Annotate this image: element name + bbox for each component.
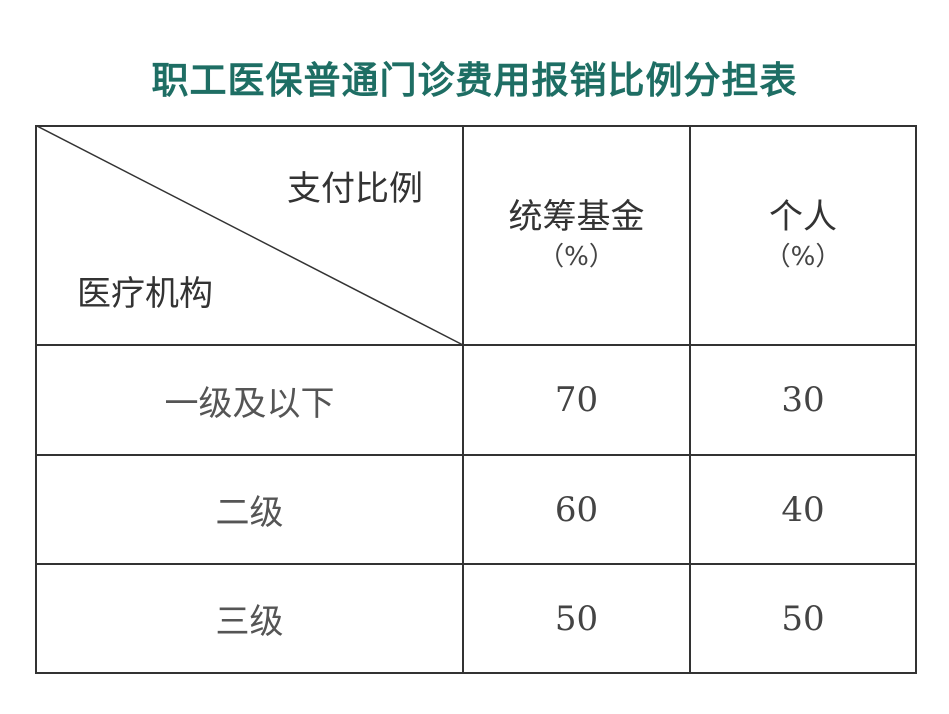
row-institution: 三级 bbox=[215, 602, 284, 642]
table-divider bbox=[35, 563, 916, 565]
row-fund: 50 bbox=[554, 598, 599, 639]
row-fund: 70 bbox=[554, 380, 599, 420]
header-personal-label: 个人 bbox=[769, 196, 837, 237]
row-personal: 40 bbox=[781, 489, 825, 530]
reimbursement-table: 支付比例 医疗机构 统筹基金 （%） 个人 （%） 一级及以下 70 30 二级… bbox=[35, 125, 917, 674]
corner-top-label: 支付比例 bbox=[287, 168, 423, 209]
table-divider bbox=[462, 125, 464, 674]
row-institution: 二级 bbox=[215, 493, 284, 533]
header-fund-unit: （%） bbox=[538, 242, 615, 273]
row-personal: 50 bbox=[781, 598, 825, 639]
header-personal: 个人 （%） bbox=[691, 185, 915, 285]
page-title: 职工医保普通门诊费用报销比例分担表 bbox=[151, 59, 798, 102]
corner-diagonal bbox=[35, 125, 464, 346]
header-fund-label: 统筹基金 bbox=[508, 196, 645, 237]
table-border bbox=[35, 672, 916, 674]
table-border bbox=[915, 125, 917, 674]
corner-bottom-label: 医疗机构 bbox=[77, 273, 213, 314]
header-fund: 统筹基金 （%） bbox=[464, 185, 689, 285]
table-divider bbox=[689, 125, 691, 674]
table-divider bbox=[35, 454, 916, 456]
table-border bbox=[35, 125, 916, 127]
table-border bbox=[35, 125, 37, 674]
row-institution: 一级及以下 bbox=[164, 383, 335, 424]
row-personal: 30 bbox=[781, 380, 825, 420]
row-fund: 60 bbox=[554, 489, 599, 530]
table-divider bbox=[35, 344, 916, 346]
header-personal-unit: （%） bbox=[764, 242, 842, 273]
